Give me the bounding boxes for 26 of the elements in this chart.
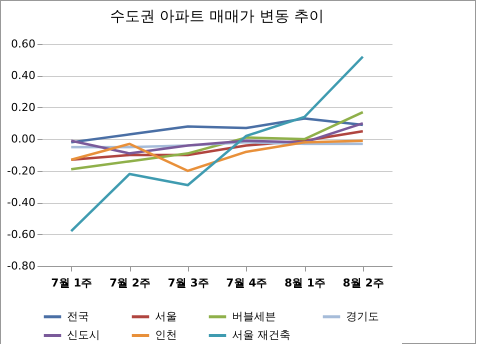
legend-label: 서울 재건축 (232, 328, 290, 342)
y-tick-label: -0.20 (7, 164, 36, 178)
legend-label: 서울 (155, 310, 177, 323)
y-tick-label: -0.80 (7, 260, 36, 272)
chart-title: 수도권 아파트 매매가 변동 추이 (110, 7, 324, 25)
x-tick-label: 8월 2주 (342, 276, 384, 290)
y-tick-label: 0.20 (11, 100, 36, 114)
x-tick-label: 7월 4주 (226, 276, 268, 290)
y-tick-label: -0.60 (7, 228, 36, 241)
legend-label: 전국 (67, 310, 89, 323)
line-series (70, 139, 364, 172)
line-series (70, 55, 364, 232)
legend-label: 신도시 (67, 328, 100, 342)
line-series (70, 110, 364, 171)
x-tick-label: 7월 1주 (51, 276, 92, 290)
y-tick-label: 0.60 (11, 38, 36, 50)
line-series (70, 122, 364, 155)
x-tick-label: 8월 1주 (284, 276, 326, 290)
y-tick-label: 0.00 (11, 132, 36, 146)
y-tick-label: -0.40 (7, 196, 36, 210)
x-tick-label: 7월 3주 (168, 276, 209, 290)
legend-label: 경기도 (346, 310, 379, 323)
legend-label: 버블세븐 (232, 310, 276, 323)
y-tick-label: 0.40 (11, 69, 36, 82)
legend-label: 인천 (155, 328, 177, 342)
x-tick-label: 7월 2주 (109, 276, 151, 290)
